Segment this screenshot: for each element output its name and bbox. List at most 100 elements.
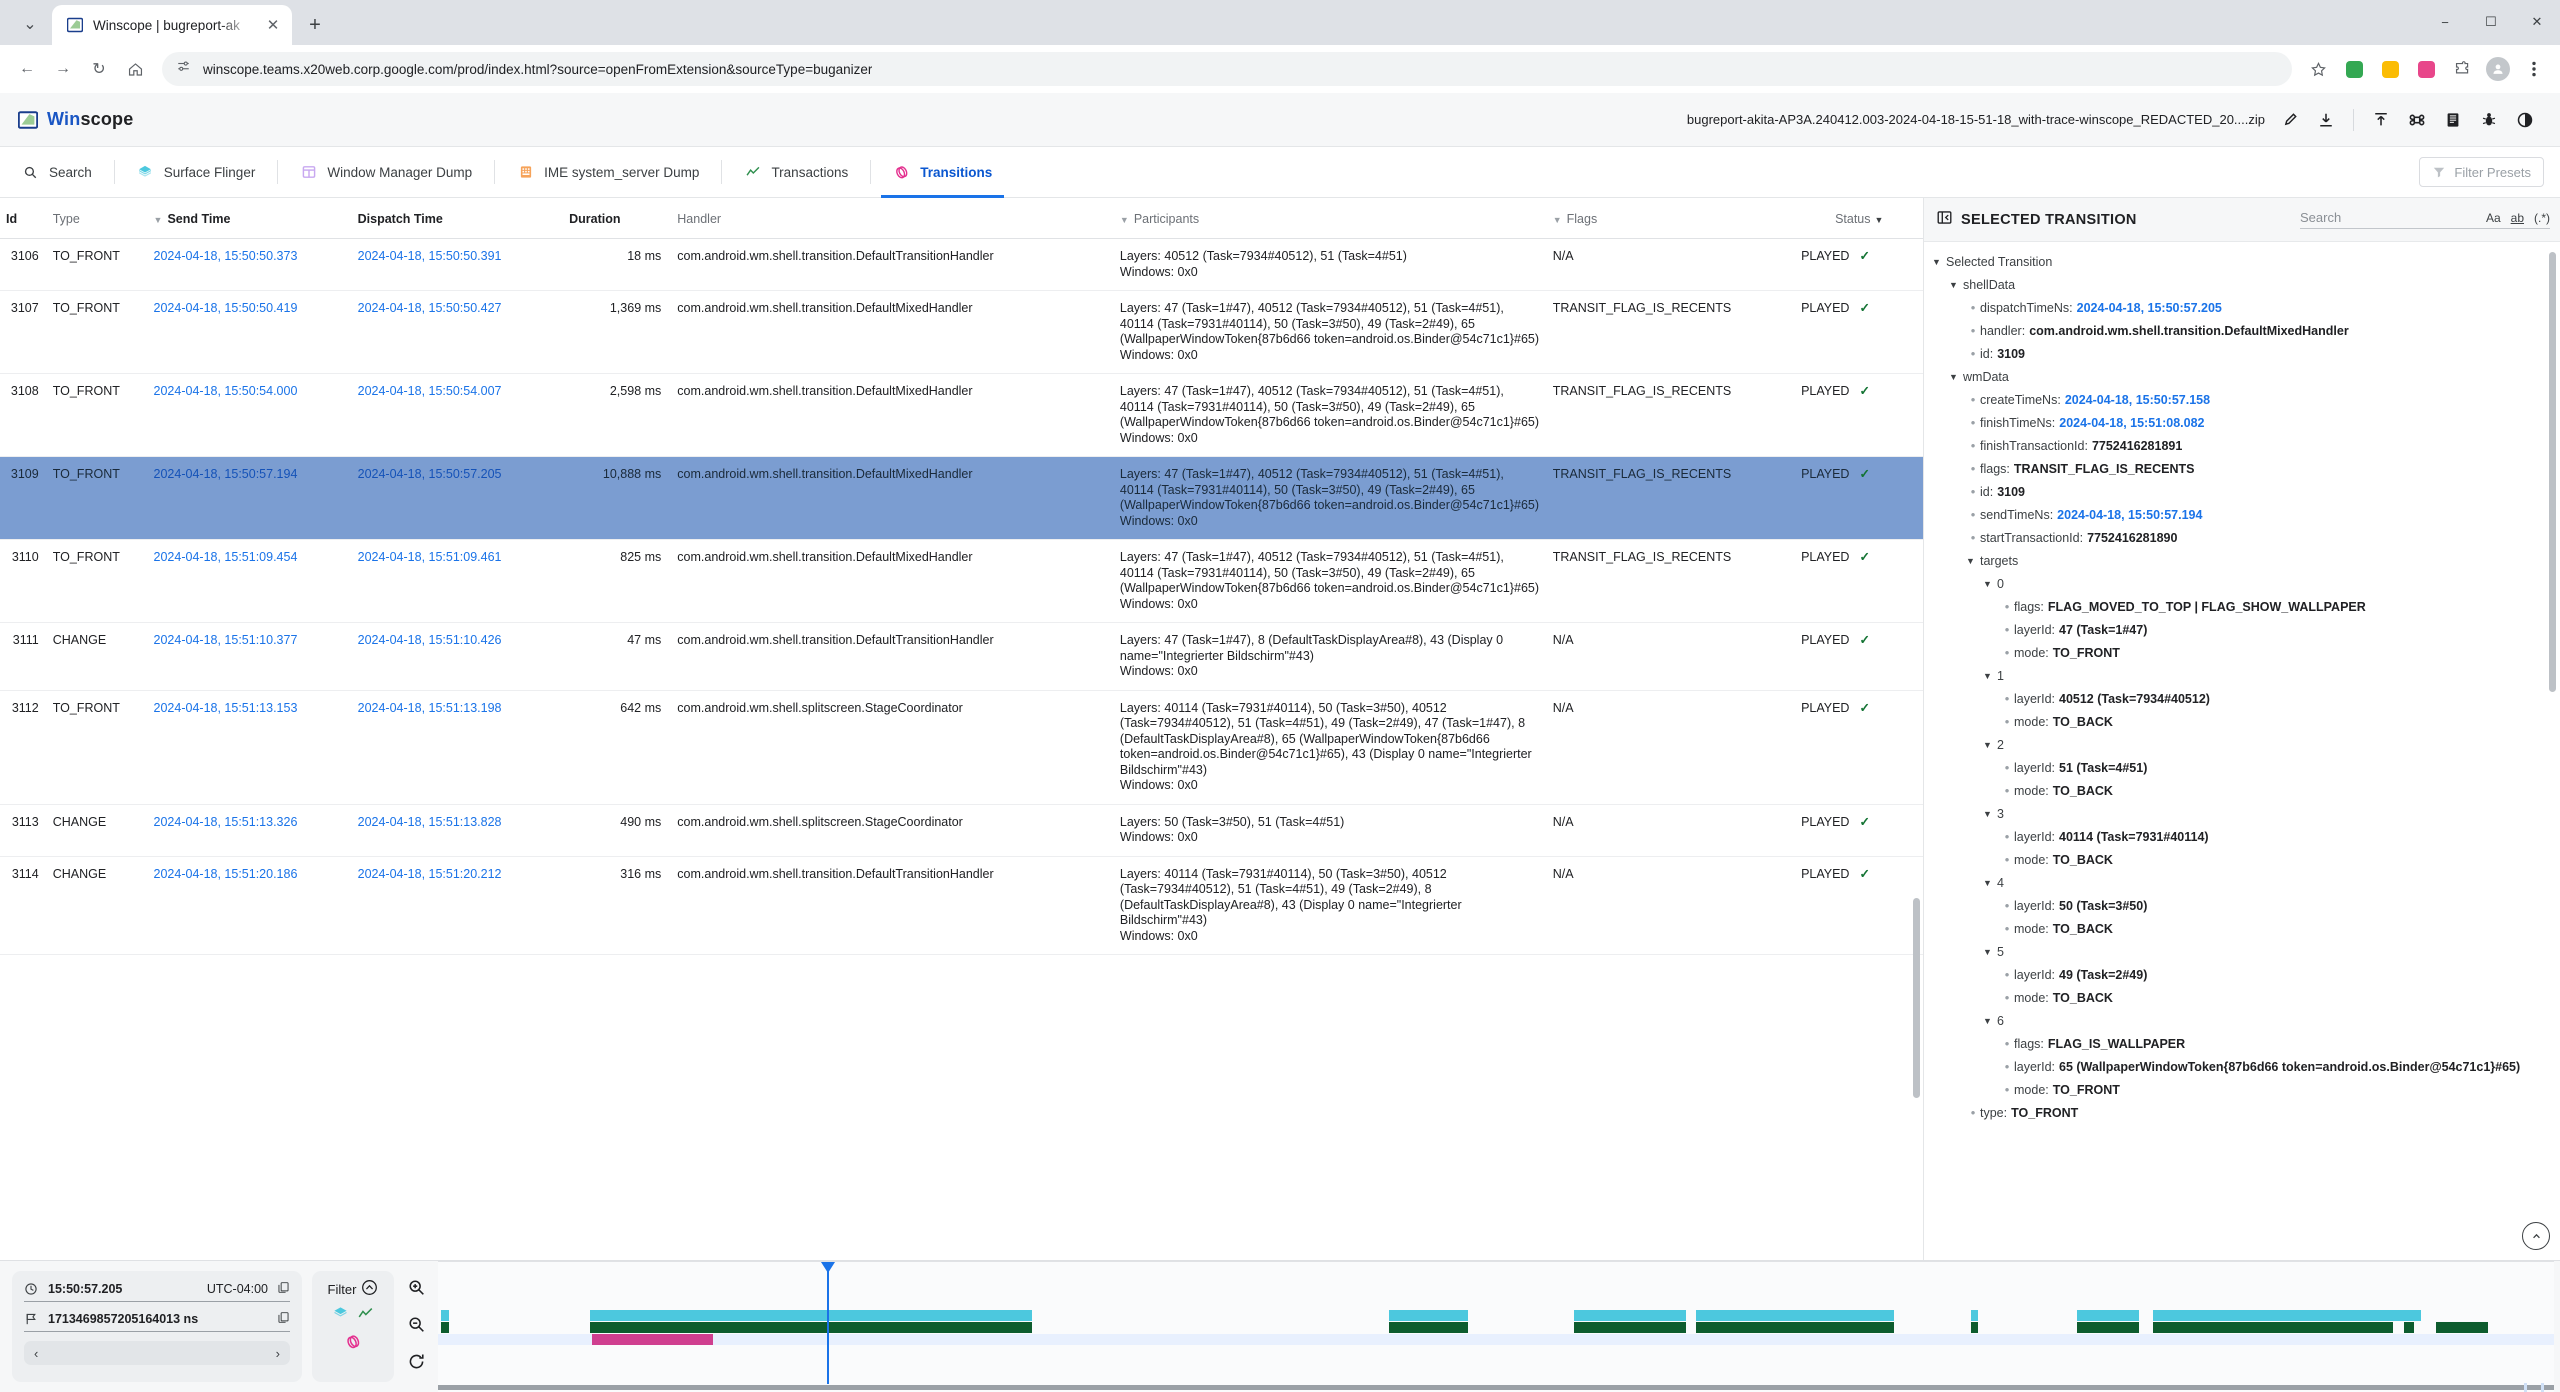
- table-row[interactable]: 3109 TO_FRONT 2024-04-18, 15:50:57.194 2024…: [0, 456, 1923, 540]
- timeline-segment[interactable]: [1573, 1310, 1687, 1321]
- chevron-down-icon[interactable]: ▼: [1983, 578, 1992, 589]
- transitions-icon[interactable]: [344, 1333, 362, 1356]
- filter-row[interactable]: Filter: [328, 1279, 379, 1299]
- tree-leaf-mode[interactable]: • mode: TO_BACK: [1924, 779, 2560, 802]
- timeline-scrubber-rail[interactable]: [438, 1385, 2554, 1390]
- tree-leaf-layerid[interactable]: • layerId: 50 (Task=3#50): [1924, 894, 2560, 917]
- column-header-handler[interactable]: Handler: [671, 198, 1114, 239]
- report-bug-icon[interactable]: [2472, 103, 2506, 137]
- close-tab-icon[interactable]: ✕: [266, 17, 280, 34]
- tree-node-targets[interactable]: ▼ targets: [1924, 549, 2560, 572]
- minimize-button[interactable]: −: [2441, 14, 2449, 30]
- timeline-segment[interactable]: [2153, 1322, 2394, 1333]
- browser-tab[interactable]: Winscope | bugreport-ak ✕: [52, 5, 292, 45]
- dark-mode-icon[interactable]: [2508, 103, 2542, 137]
- match-case-option[interactable]: Aa: [2485, 210, 2501, 225]
- layers-icon[interactable]: [332, 1305, 349, 1327]
- timeline-segment[interactable]: [1388, 1322, 1468, 1333]
- tree-leaf-createtimens[interactable]: • createTimeNs: 2024-04-18, 15:50:57.158: [1924, 388, 2560, 411]
- ns-time-field[interactable]: 1713469857205164013 ns: [24, 1311, 290, 1332]
- tree-vertical-scrollbar[interactable]: [2549, 252, 2556, 692]
- tab-window-manager-dump[interactable]: Window Manager Dump: [278, 147, 494, 197]
- tree-leaf-id[interactable]: • id: 3109: [1924, 480, 2560, 503]
- tree-node-2[interactable]: ▼ 2: [1924, 733, 2560, 756]
- whole-word-option[interactable]: ab: [2510, 210, 2524, 225]
- timeline-segment[interactable]: [590, 1322, 1032, 1333]
- chevron-down-icon[interactable]: ▼: [1949, 279, 1958, 290]
- chevron-up-circle-icon[interactable]: [361, 1279, 378, 1299]
- chevron-down-icon[interactable]: ▼: [1983, 808, 1992, 819]
- tree-leaf-layerid[interactable]: • layerId: 47 (Task=1#47): [1924, 618, 2560, 641]
- tree-leaf-dispatchtimens[interactable]: • dispatchTimeNs: 2024-04-18, 15:50:57.205: [1924, 296, 2560, 319]
- column-header-id[interactable]: Id: [0, 198, 47, 239]
- tree-leaf-mode[interactable]: • mode: TO_BACK: [1924, 917, 2560, 940]
- chevron-down-icon[interactable]: ▼: [1983, 877, 1992, 888]
- more-menu-icon[interactable]: [2518, 53, 2550, 85]
- tab-surface-flinger[interactable]: Surface Flinger: [115, 147, 278, 197]
- new-tab-button[interactable]: +: [309, 13, 321, 36]
- tree-leaf-mode[interactable]: • mode: TO_BACK: [1924, 848, 2560, 871]
- table-row[interactable]: 3107 TO_FRONT 2024-04-18, 15:50:50.419 2024…: [0, 291, 1923, 374]
- column-header-flags[interactable]: ▼ Flags: [1546, 198, 1796, 239]
- tree-node-4[interactable]: ▼ 4: [1924, 871, 2560, 894]
- tab-transitions[interactable]: Transitions: [871, 147, 1014, 198]
- close-window-button[interactable]: ✕: [2531, 14, 2543, 29]
- chevron-down-icon[interactable]: ▼: [1983, 946, 1992, 957]
- timeline-segment[interactable]: [440, 1310, 449, 1321]
- table-row[interactable]: 3108 TO_FRONT 2024-04-18, 15:50:54.000 2024…: [0, 374, 1923, 457]
- tab-search[interactable]: Search: [0, 147, 114, 197]
- reset-zoom-icon[interactable]: [407, 1352, 426, 1375]
- surface-flinger-track[interactable]: [438, 1310, 2554, 1321]
- regex-option[interactable]: (.*): [2534, 210, 2550, 225]
- timeline-segment[interactable]: [2077, 1322, 2140, 1333]
- edit-filename-icon[interactable]: [2273, 103, 2307, 137]
- tree-leaf-flags[interactable]: • flags: TRANSIT_FLAG_IS_RECENTS: [1924, 457, 2560, 480]
- chevron-down-icon[interactable]: ▼: [1932, 256, 1941, 267]
- chevron-down-icon[interactable]: ▼: [1983, 670, 1992, 681]
- timeline-segment[interactable]: [1971, 1310, 1979, 1321]
- bookmark-star-icon[interactable]: [2302, 53, 2334, 85]
- selected-transition-tree[interactable]: ▼ Selected Transition ▼ shellData • dispatchT…: [1924, 242, 2560, 1260]
- human-time-field[interactable]: 15:50:57.205 UTC-04:00: [24, 1281, 290, 1302]
- timeline-segment[interactable]: [2435, 1322, 2488, 1333]
- timeline-segment[interactable]: [440, 1322, 449, 1333]
- profile-avatar[interactable]: [2482, 53, 2514, 85]
- column-header-status[interactable]: Status ▼: [1795, 198, 1923, 239]
- tree-node-shelldata[interactable]: ▼ shellData: [1924, 273, 2560, 296]
- table-row[interactable]: 3111 CHANGE 2024-04-18, 15:51:10.377 2024-0…: [0, 623, 1923, 690]
- timeline-segment[interactable]: [1696, 1322, 1894, 1333]
- tree-leaf-starttransactionid[interactable]: • startTransactionId: 7752416281890: [1924, 526, 2560, 549]
- next-entry-button[interactable]: ›: [275, 1345, 280, 1361]
- column-header-duration[interactable]: Duration: [563, 198, 672, 239]
- extension-pink-icon[interactable]: [2410, 53, 2442, 85]
- table-row[interactable]: 3106 TO_FRONT 2024-04-18, 15:50:50.373 2024…: [0, 239, 1923, 291]
- chevron-down-icon[interactable]: ▼: [1966, 555, 1975, 566]
- detail-search-input[interactable]: Search: [2300, 210, 2342, 225]
- tab-search-chevron-icon[interactable]: ⌄: [23, 16, 37, 33]
- timeline-segment[interactable]: [1696, 1310, 1894, 1321]
- download-icon[interactable]: [2309, 103, 2343, 137]
- extension-yellow-icon[interactable]: [2374, 53, 2406, 85]
- timeline-segment[interactable]: [1573, 1322, 1687, 1333]
- timeline-segment[interactable]: [2077, 1310, 2140, 1321]
- timeline-pointer-line[interactable]: [827, 1262, 830, 1384]
- tree-leaf-mode[interactable]: • mode: TO_FRONT: [1924, 1078, 2560, 1101]
- tab-transactions[interactable]: Transactions: [722, 147, 870, 197]
- chevron-down-icon[interactable]: ▼: [1983, 739, 1992, 750]
- column-header-dispatch-time[interactable]: Dispatch Time: [351, 198, 564, 239]
- timeline-segment[interactable]: [2404, 1322, 2415, 1333]
- forward-icon[interactable]: →: [55, 60, 71, 77]
- shortcuts-icon[interactable]: [2400, 103, 2434, 137]
- table-vertical-scrollbar[interactable]: [1913, 898, 1920, 1098]
- transitions-table-scroll[interactable]: Id Type ▼ Send Time Dispatch Time Duratio…: [0, 198, 1923, 1260]
- tree-leaf-flags[interactable]: • flags: FLAG_MOVED_TO_TOP | FLAG_SHOW_WAL…: [1924, 595, 2560, 618]
- tree-node-3[interactable]: ▼ 3: [1924, 802, 2560, 825]
- tree-leaf-layerid[interactable]: • layerId: 65 (WallpaperWindowToken{87b6d6…: [1924, 1055, 2560, 1078]
- site-settings-icon[interactable]: [176, 59, 191, 79]
- maximize-button[interactable]: ☐: [2485, 14, 2497, 29]
- tree-leaf-type[interactable]: • type: TO_FRONT: [1924, 1101, 2560, 1124]
- tree-leaf-layerid[interactable]: • layerId: 49 (Task=2#49): [1924, 963, 2560, 986]
- tree-leaf-layerid[interactable]: • layerId: 40512 (Task=7934#40512): [1924, 687, 2560, 710]
- zoom-out-icon[interactable]: [407, 1315, 426, 1338]
- copy-time-icon[interactable]: [277, 1281, 290, 1297]
